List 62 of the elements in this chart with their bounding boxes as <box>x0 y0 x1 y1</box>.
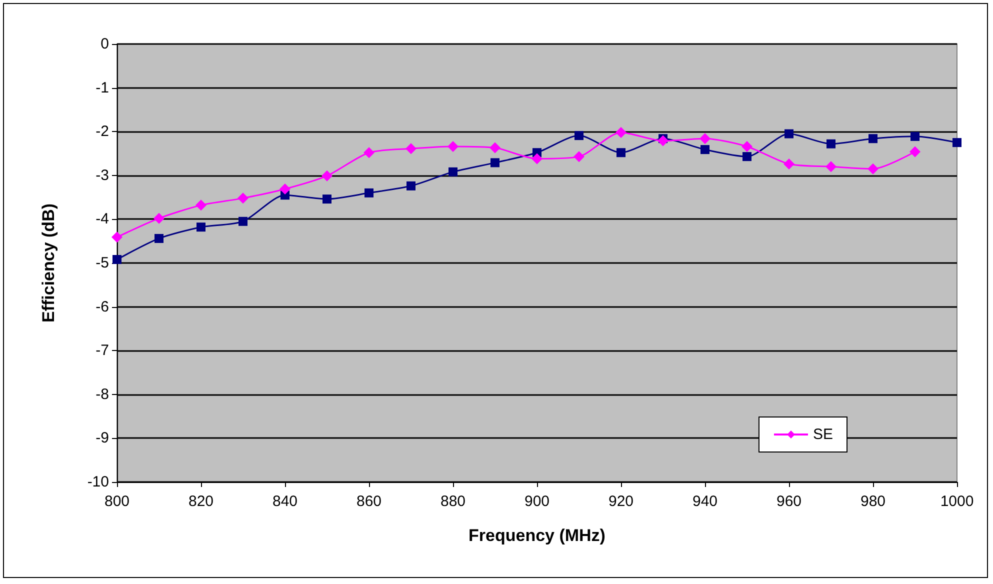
point <box>868 134 878 144</box>
y-tick-label: -9 <box>96 430 109 447</box>
point <box>112 232 122 243</box>
y-tick-label: -1 <box>96 79 109 96</box>
point <box>448 167 458 176</box>
point <box>196 200 206 211</box>
point <box>574 131 584 140</box>
point <box>364 147 374 158</box>
y-tick-label: 0 <box>100 36 109 52</box>
point <box>742 140 752 152</box>
y-tick-label: -7 <box>96 342 109 360</box>
point <box>280 183 290 194</box>
point <box>322 170 332 182</box>
y-tick-label: -5 <box>96 254 109 272</box>
y-tick-label: -4 <box>96 210 109 228</box>
y-tick-label: -2 <box>96 123 109 140</box>
y-tick-label: -6 <box>96 298 109 316</box>
point <box>364 188 374 198</box>
x-tick-label: 1000 <box>940 493 974 510</box>
x-tick-label: 960 <box>776 493 802 510</box>
point <box>742 152 752 162</box>
point <box>826 139 836 148</box>
y-tick-label: -10 <box>87 474 109 490</box>
x-tick-label: 880 <box>440 493 466 510</box>
point <box>700 145 710 154</box>
y-tick-label: -3 <box>96 166 109 184</box>
point <box>700 133 710 144</box>
point <box>910 146 920 158</box>
x-tick-label: 980 <box>860 493 886 510</box>
point <box>154 234 164 243</box>
x-tick-label: 920 <box>608 493 634 510</box>
point <box>910 132 920 141</box>
point <box>406 181 416 190</box>
point <box>784 129 794 138</box>
point <box>322 194 332 204</box>
point <box>406 143 416 154</box>
point <box>196 222 206 232</box>
point <box>238 192 248 204</box>
point <box>154 212 164 224</box>
point <box>826 161 836 172</box>
x-tick-label: 860 <box>356 493 382 510</box>
point <box>238 216 248 226</box>
point <box>490 158 500 168</box>
x-tick-label: 900 <box>524 493 550 510</box>
x-axis-title: Frequency (MHz) <box>468 526 606 545</box>
point <box>532 153 542 164</box>
x-tick-label: 940 <box>692 493 718 510</box>
point <box>448 140 458 152</box>
point <box>658 135 668 146</box>
point <box>784 158 794 170</box>
y-tick-label: -8 <box>96 386 109 403</box>
point <box>616 148 626 158</box>
legend-label: SE <box>812 426 834 443</box>
y-axis-title: Efficiency (dB) <box>39 203 58 323</box>
x-tick-label: 820 <box>188 493 214 510</box>
point <box>868 163 878 174</box>
x-tick-label: 840 <box>272 493 298 510</box>
point <box>490 142 500 154</box>
point <box>952 138 962 148</box>
point <box>616 126 626 138</box>
x-tick-label: 800 <box>104 493 130 510</box>
point <box>574 151 584 162</box>
